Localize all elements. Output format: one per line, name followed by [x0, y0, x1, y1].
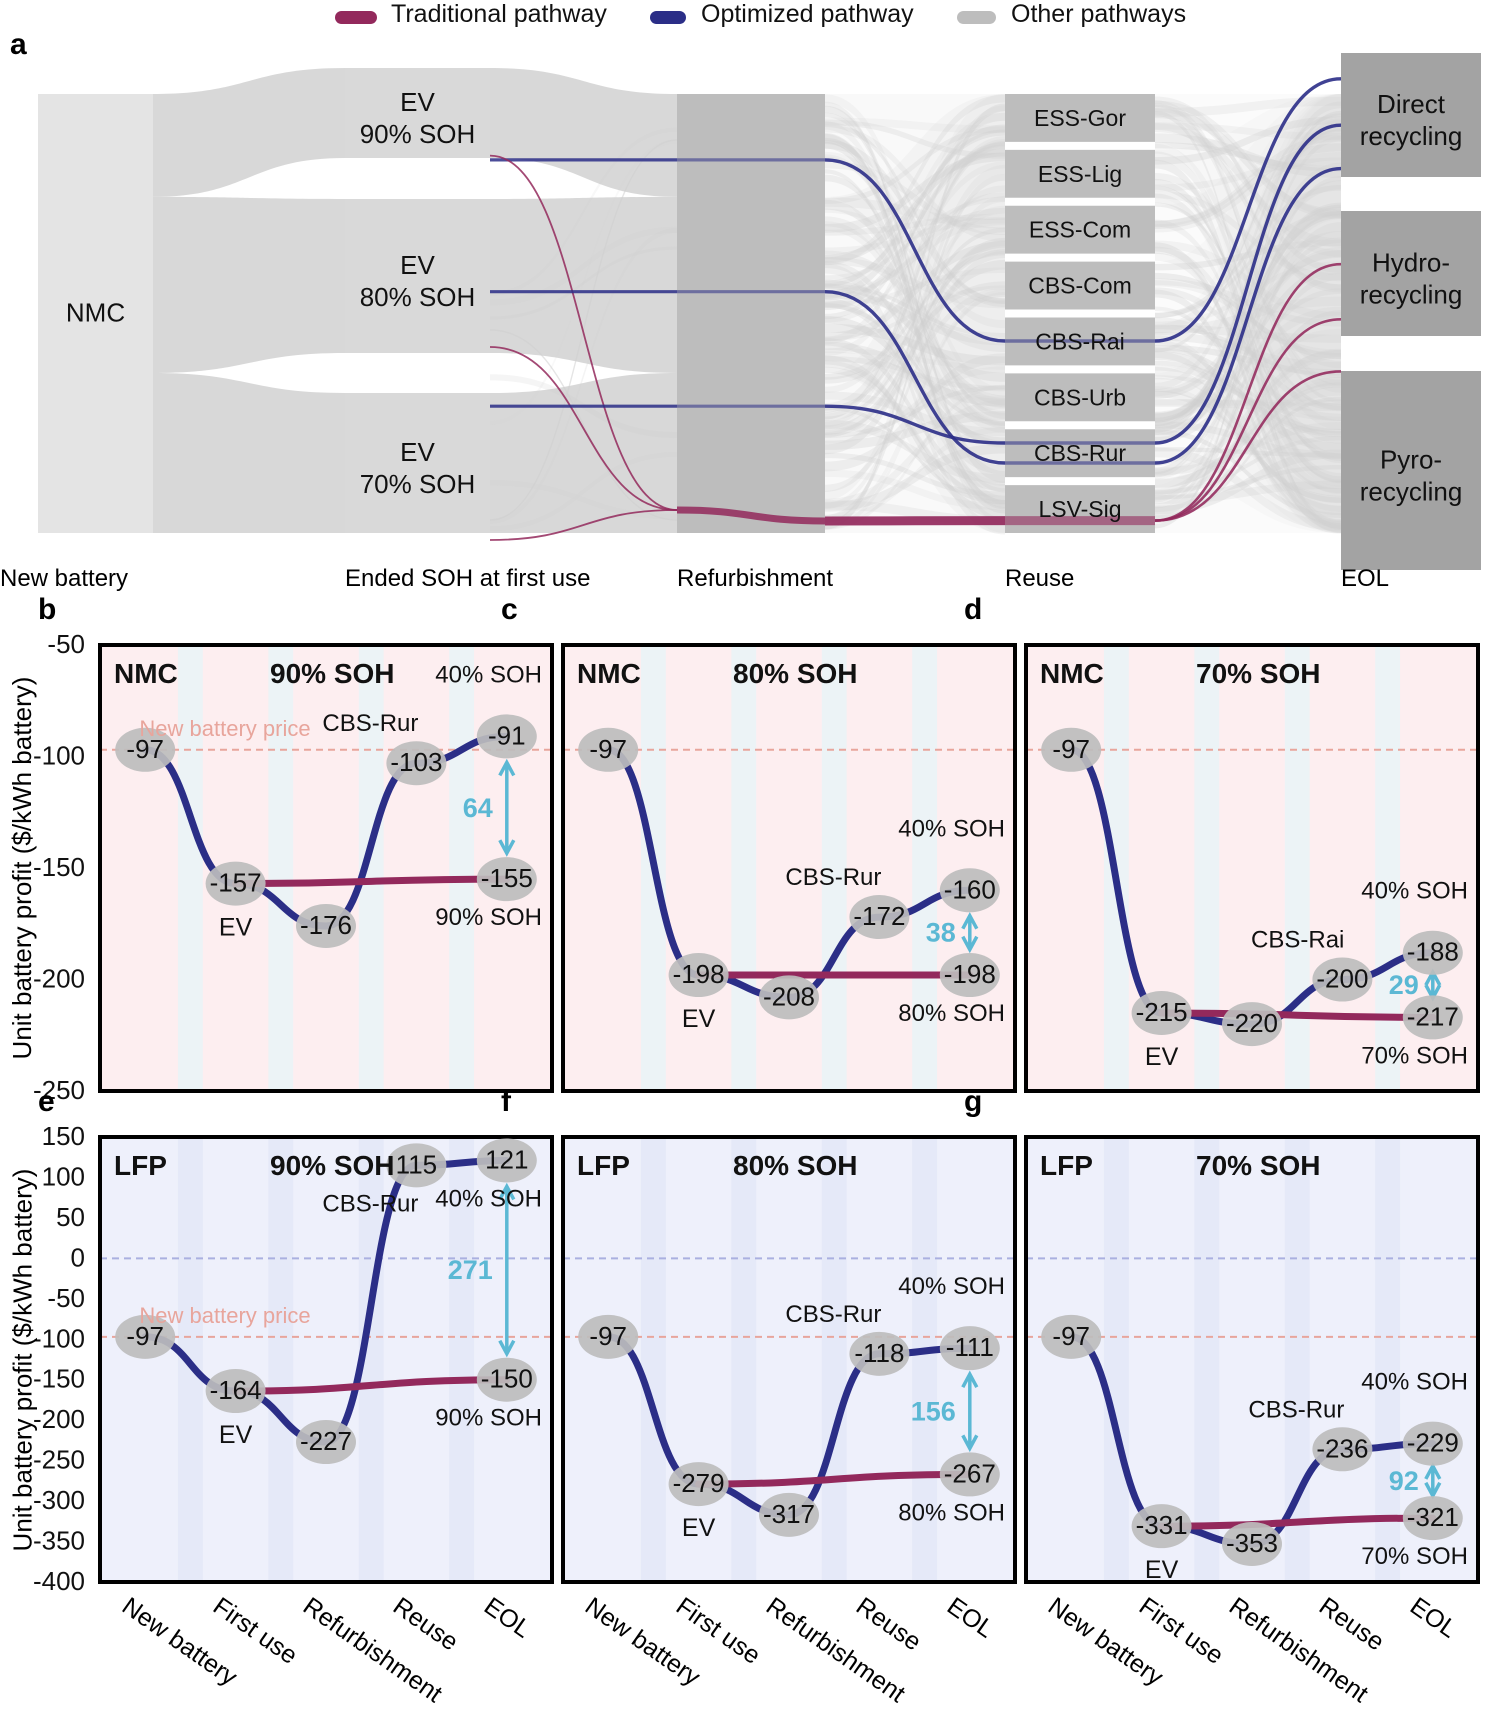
svg-text:-188: -188 [1407, 937, 1459, 967]
svg-text:90% SOH: 90% SOH [270, 1150, 395, 1181]
svg-text:92: 92 [1389, 1466, 1419, 1496]
svg-text:29: 29 [1389, 970, 1419, 1000]
svg-text:-176: -176 [300, 910, 352, 940]
svg-text:-200: -200 [33, 1404, 85, 1434]
svg-text:NMC: NMC [1040, 658, 1104, 689]
svg-text:0: 0 [71, 1242, 85, 1272]
svg-text:-200: -200 [33, 964, 85, 994]
svg-text:80% SOH: 80% SOH [733, 1150, 858, 1181]
svg-text:-215: -215 [1136, 997, 1188, 1027]
svg-text:New battery price: New battery price [139, 1303, 310, 1328]
svg-text:-331: -331 [1136, 1510, 1188, 1540]
svg-text:40% SOH: 40% SOH [1361, 1369, 1468, 1396]
svg-text:50: 50 [56, 1202, 85, 1232]
svg-text:-157: -157 [210, 868, 262, 898]
svg-text:-97: -97 [1052, 734, 1090, 764]
svg-text:-50: -50 [47, 1283, 85, 1313]
svg-text:-220: -220 [1226, 1008, 1278, 1038]
svg-text:-227: -227 [300, 1426, 352, 1456]
svg-text:-100: -100 [33, 741, 85, 771]
svg-text:EV: EV [219, 1421, 253, 1449]
svg-text:NMC: NMC [577, 658, 641, 689]
svg-text:-118: -118 [854, 1338, 904, 1368]
svg-text:EV: EV [682, 1005, 716, 1033]
svg-text:EV: EV [219, 914, 253, 942]
svg-text:-229: -229 [1407, 1428, 1459, 1458]
svg-text:70% SOH: 70% SOH [1361, 1042, 1468, 1069]
svg-text:-198: -198 [673, 959, 725, 989]
svg-text:70% SOH: 70% SOH [1361, 1543, 1468, 1570]
svg-text:100: 100 [42, 1161, 85, 1191]
svg-text:-317: -317 [763, 1499, 815, 1529]
svg-text:-50: -50 [47, 630, 85, 659]
svg-text:-100: -100 [33, 1323, 85, 1353]
svg-text:64: 64 [463, 793, 493, 823]
svg-text:-150: -150 [33, 852, 85, 882]
svg-text:CBS-Rai: CBS-Rai [1251, 927, 1344, 954]
svg-text:-279: -279 [673, 1468, 725, 1498]
svg-text:80% SOH: 80% SOH [733, 658, 858, 689]
svg-text:-200: -200 [1316, 964, 1368, 994]
svg-text:EV: EV [682, 1514, 716, 1542]
svg-text:115: 115 [396, 1149, 437, 1179]
svg-text:LFP: LFP [577, 1150, 630, 1181]
svg-text:156: 156 [911, 1396, 956, 1426]
svg-text:EV: EV [1145, 1556, 1179, 1584]
svg-text:-250: -250 [33, 1445, 85, 1475]
svg-text:90% SOH: 90% SOH [270, 658, 395, 689]
svg-text:-217: -217 [1407, 1001, 1459, 1031]
svg-text:CBS-Rur: CBS-Rur [785, 864, 881, 891]
svg-text:New battery price: New battery price [139, 716, 310, 741]
svg-text:CBS-Rur: CBS-Rur [1248, 1396, 1344, 1423]
svg-text:-172: -172 [853, 901, 905, 931]
svg-text:70% SOH: 70% SOH [1196, 1150, 1321, 1181]
svg-text:-400: -400 [33, 1566, 85, 1596]
svg-text:EV: EV [1145, 1043, 1179, 1071]
svg-text:-321: -321 [1407, 1502, 1459, 1532]
svg-text:CBS-Rur: CBS-Rur [322, 1190, 418, 1217]
svg-text:CBS-Rur: CBS-Rur [785, 1301, 881, 1328]
svg-text:-350: -350 [33, 1526, 85, 1556]
svg-text:LFP: LFP [114, 1150, 167, 1181]
svg-text:LFP: LFP [1040, 1150, 1093, 1181]
svg-text:38: 38 [926, 918, 956, 948]
svg-text:NMC: NMC [114, 658, 178, 689]
svg-text:-353: -353 [1226, 1528, 1278, 1558]
svg-text:CBS-Rur: CBS-Rur [322, 710, 418, 737]
svg-text:-97: -97 [1052, 1321, 1090, 1351]
svg-text:-97: -97 [589, 1321, 627, 1351]
svg-text:-208: -208 [763, 981, 815, 1011]
svg-text:271: 271 [448, 1255, 493, 1285]
svg-text:-300: -300 [33, 1485, 85, 1515]
svg-text:150: 150 [42, 1122, 85, 1151]
svg-text:-164: -164 [210, 1375, 262, 1405]
svg-text:-97: -97 [589, 734, 627, 764]
svg-text:-150: -150 [33, 1364, 85, 1394]
svg-text:70% SOH: 70% SOH [1196, 658, 1321, 689]
svg-text:40% SOH: 40% SOH [1361, 878, 1468, 905]
svg-text:-236: -236 [1316, 1433, 1368, 1463]
svg-text:-103: -103 [390, 747, 442, 777]
